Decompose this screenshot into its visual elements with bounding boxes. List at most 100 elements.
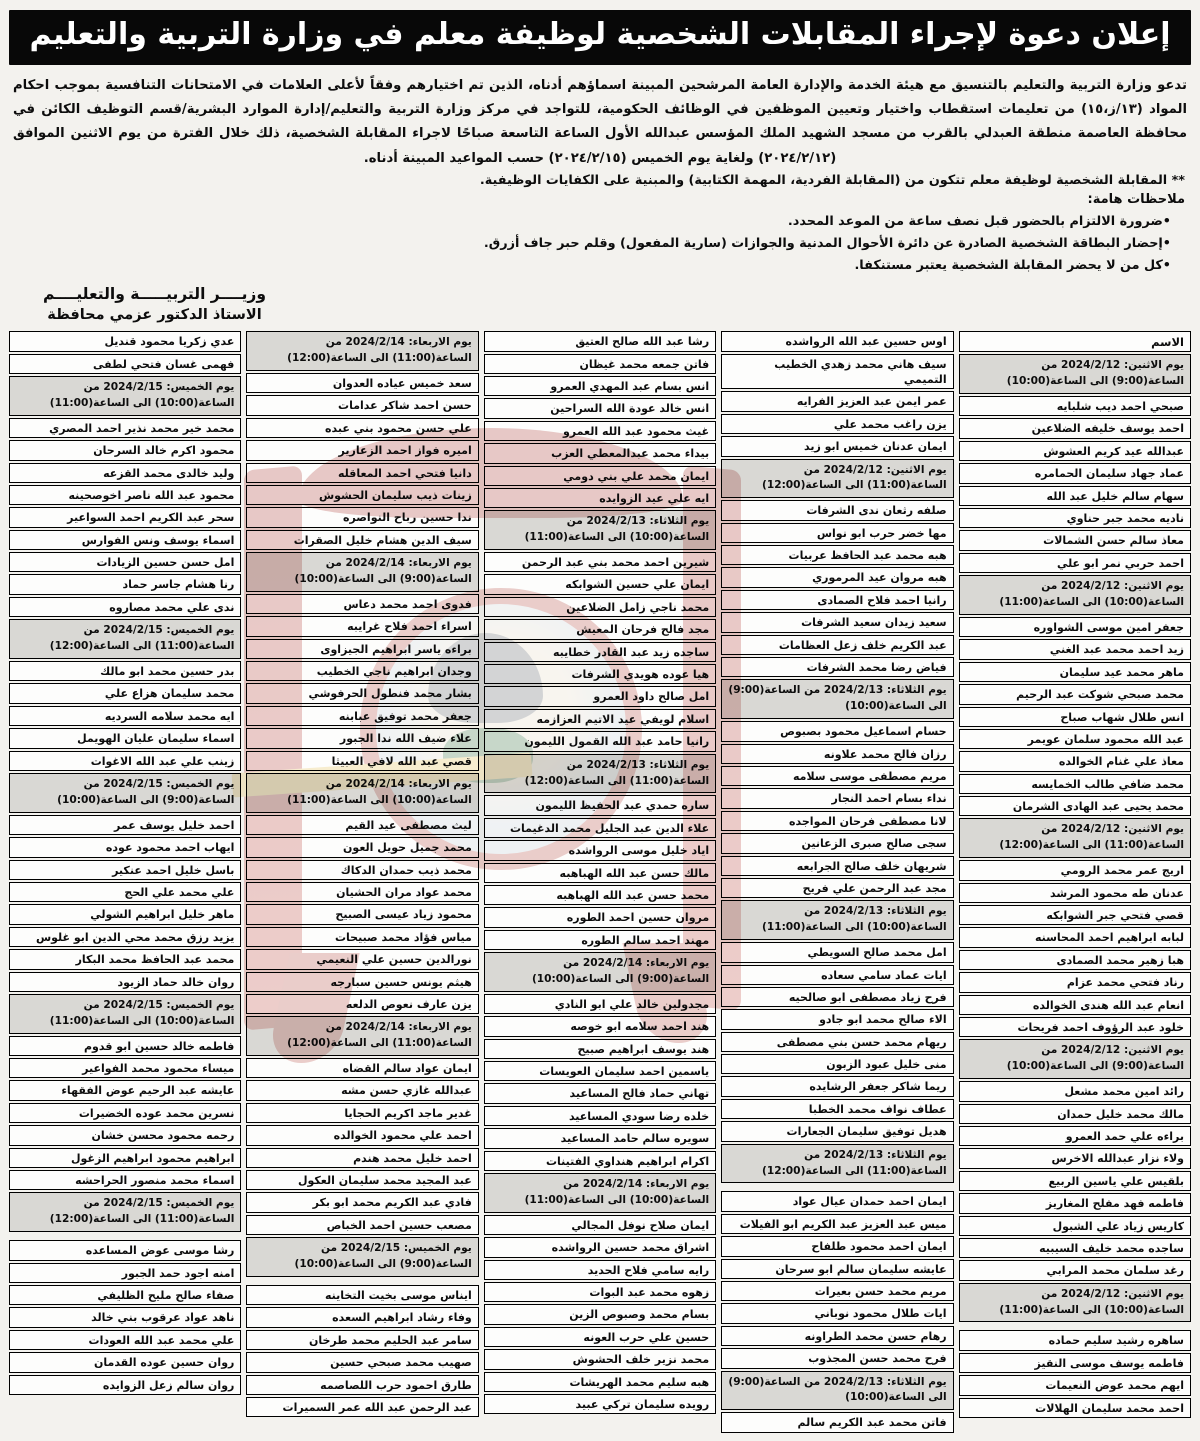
candidate-row: منى خليل عبود الزبون: [721, 1054, 954, 1075]
candidate-row: لبابه ابراهيم احمد المحاسنه: [958, 927, 1191, 948]
candidate-row: محمد سليمان هزاع علي: [8, 683, 242, 704]
candidate-row: ماهر محمد عيد سليمان: [958, 661, 1191, 683]
candidate-row: زينب علي عبد الله الاغوات: [8, 750, 242, 771]
candidate-row: ميساء محمود محمد الفواعير: [8, 1058, 242, 1079]
candidate-row: سعيد زيدان سعيد الشرفات: [721, 612, 954, 633]
date-slot-row: يوم الثلاثاء: 2024/2/13 من الساعة(11:00)…: [483, 753, 717, 794]
candidate-row: سحر عبد الكريم احمد السواعير: [8, 507, 242, 528]
page-title: إعلان دعوة لإجراء المقابلات الشخصية لوظي…: [9, 10, 1191, 65]
notes-section: ملاحظات هامة: •ضرورة الالتزام بالحضور قب…: [15, 192, 1185, 273]
candidate-row: رائد امين محمد مشعل: [958, 1081, 1191, 1102]
candidate-row: ليث مصطفى عيد القيم: [246, 814, 479, 836]
candidate-row: بيداء محمد عبدالمعطي العزب: [483, 443, 717, 464]
date-slot-row: يوم الثلاثاء: 2024/2/13 من الساعة(11:00)…: [721, 1143, 954, 1184]
candidate-row: بسام محمد وصبوص الزين: [483, 1304, 717, 1325]
candidate-row: رانيا حامد عبد الله القمول الليمون: [483, 731, 717, 752]
date-slot-row: يوم الثلاثاء: 2024/2/13 من الساعة(9:00) …: [721, 679, 954, 720]
candidate-row: براءه علي حمد العمرو: [958, 1125, 1191, 1147]
candidate-row: احمد خليل يوسف عمر: [8, 814, 242, 836]
candidate-row: سهام سالم خليل عبد الله: [958, 485, 1191, 507]
candidate-row: امنه اجود حمد الجبور: [8, 1262, 242, 1283]
candidate-row: مجدولين خالد علي ابو النادي: [483, 993, 717, 1015]
candidate-row: وجدان ابراهيم ناجي الخطيب: [246, 661, 479, 682]
candidate-row: ساره حمدي عبد الحفيظ الليمون: [483, 795, 717, 816]
candidate-row: سيف هاني محمد زهدي الخطيب التميمي: [721, 353, 954, 390]
candidate-row: سيف الدين هشام خليل الصقرات: [246, 529, 479, 551]
spacer-row: [721, 1184, 953, 1189]
candidate-row: رغد سلمان محمد المرابي: [958, 1260, 1191, 1281]
candidate-row: جعفر امين موسى الشواوره: [958, 616, 1191, 638]
candidate-row: جعفر محمد توفيق عبابنه: [246, 705, 479, 727]
candidate-row: مجد عبد الرحمن علي فريح: [721, 877, 954, 899]
candidate-row: ميس عبد العزيز عبد الكريم ابو الفيلات: [721, 1213, 954, 1235]
spacer-row: [246, 1278, 478, 1283]
candidate-row: رحمه محمود محسن خشان: [8, 1125, 242, 1146]
candidate-row: رويده سليمان تركي عبيد: [483, 1393, 717, 1415]
candidate-row: وفاء رشاد ابراهيم السعده: [246, 1307, 479, 1328]
candidate-row: محمد ناجي زامل الضلاعين: [483, 596, 717, 618]
date-slot-row: يوم الاربعاء: 2024/2/14 من الساعة(10:00)…: [246, 773, 479, 813]
candidate-row: هند يوسف ابراهيم صبيح: [483, 1038, 717, 1060]
candidate-row: زينات ذيب سليمان الحشوش: [246, 484, 479, 506]
signature-name: الاستاذ الدكتور عزمي محافظة: [47, 307, 262, 324]
candidate-row: ريما شاكر جعفر الرشايده: [721, 1076, 954, 1097]
date-slot-row: يوم الاثنين: 2024/2/12 من الساعة(9:00) ا…: [958, 354, 1191, 395]
candidate-row: حسن احمد شاكر عدامات: [246, 395, 479, 416]
date-slot-row: يوم الاربعاء: 2024/2/14 من الساعة(9:00) …: [246, 552, 479, 592]
candidate-row: محمد ضافي طالب الخمايسه: [958, 773, 1191, 795]
candidate-row: احمد محمد سليمان الهلالات: [958, 1397, 1191, 1419]
candidate-row: محمود زياد عيسى الصبيح: [246, 904, 479, 925]
candidate-row: محمد جميل حويل العون: [246, 837, 479, 858]
candidate-row: فاتن محمد عبد الكريم سالم: [721, 1412, 954, 1433]
notes-heading: ملاحظات هامة:: [1087, 192, 1185, 208]
candidate-row: بدر حسين محمد ابو مالك: [8, 661, 242, 682]
interview-composition-note: ** المقابلة الشخصية لوظيفة معلم تتكون من…: [479, 173, 1185, 189]
candidate-row: هيثم يونس حسين سبارجه: [246, 971, 479, 992]
candidate-row: فاطمه يوسف موسى النقيز: [958, 1352, 1191, 1374]
candidate-row: اشراق محمد حسين الرواشده: [483, 1237, 717, 1258]
candidate-row: مريم مصطفى موسى سلامه: [721, 766, 954, 787]
table-column: الاسم يوم الاثنين: 2024/2/12 من الساعة(9:…: [958, 329, 1191, 1419]
candidate-row: ناديه محمد جبر حناوي: [958, 508, 1191, 529]
candidate-row: حسين علي حرب العونه: [483, 1326, 717, 1348]
date-slot-row: يوم الاربعاء: 2024/2/14 من الساعة(9:00) …: [483, 952, 717, 992]
candidate-row: كاريس زياد علي الشبول: [958, 1215, 1191, 1236]
candidate-row: مياس فؤاد محمد صبيحات: [246, 926, 479, 948]
candidate-row: انس خالد عودة الله السراحين: [483, 398, 717, 419]
candidate-row: علي محمد علي الحج: [8, 881, 242, 903]
candidate-row: باسل خليل احمد عنكير: [8, 859, 242, 880]
candidate-row: ساجده محمد خليف السيبيه: [958, 1237, 1191, 1259]
spacer-row: [959, 1323, 1191, 1328]
candidate-row: ساجده زيد عبد القادر خطايبه: [483, 641, 717, 663]
candidate-row: غدير ماجد اكريم الحجايا: [246, 1102, 479, 1124]
candidate-row: براءه ياسر ابراهيم الجيزاوى: [246, 638, 479, 660]
candidate-row: عبد الرحمن عبد الله عمر السميرات: [246, 1396, 479, 1418]
candidate-row: رزان فالح محمد علاونه: [721, 743, 954, 764]
candidate-row: رشا موسى عوض المساعده: [8, 1240, 242, 1261]
candidate-row: ايات طلال محمود نوباني: [721, 1303, 954, 1324]
candidate-row: خلده رضا سودي المساعيد: [483, 1105, 717, 1127]
candidate-row: هبا زهير محمد الصمادى: [958, 949, 1191, 971]
candidate-row: روان خالد حماد الزيود: [8, 971, 242, 992]
candidate-row: فدوى احمد محمد دعاس: [246, 593, 479, 615]
candidate-row: ايمان محمد علي بني دومي: [483, 465, 717, 486]
candidate-row: فهمى غسان فتحي لطفى: [8, 353, 242, 374]
date-slot-row: يوم الخميس: 2024/2/15 من الساعة(10:00) ا…: [8, 375, 242, 416]
candidate-row: مصعب حسين احمد الخباص: [246, 1214, 479, 1236]
candidate-row: فادي عبد الكريم محمد ابو بكر: [246, 1192, 479, 1213]
candidate-row: عايشه سليمان سالم ابو سرحان: [721, 1258, 954, 1279]
candidate-row: تهاني حماد فالح المساعيد: [483, 1083, 717, 1104]
candidate-row: يزن راغب محمد علي: [721, 413, 954, 435]
minister-signature-block: وزيــــر التربيـــــة والتعليــــم الاست…: [43, 285, 266, 323]
candidate-row: اوس حسين عبد الله الرواشده: [721, 331, 954, 352]
candidate-row: طارق احمود حرب اللصاصمه: [246, 1374, 479, 1395]
candidate-row: انعام عبد الله هندى الخوالده: [958, 994, 1191, 1015]
table-column: اوس حسين عبد الله الرواشده سيف هاني محمد …: [721, 329, 954, 1433]
candidate-row: ايمان احمد محمود طلفاح: [721, 1236, 954, 1257]
candidate-row: محمد عبد الحافظ محمد البكار: [8, 949, 242, 970]
candidate-row: صلفه رثعان ندى الشرفات: [721, 500, 954, 521]
candidate-row: ايه محمد سلامه السرديه: [8, 705, 242, 727]
date-slot-row: يوم الخميس: 2024/2/15 من الساعة(11:00) ا…: [8, 619, 242, 660]
candidate-row: عايشه عبد الرحيم عوض الفقهاء: [8, 1080, 242, 1101]
